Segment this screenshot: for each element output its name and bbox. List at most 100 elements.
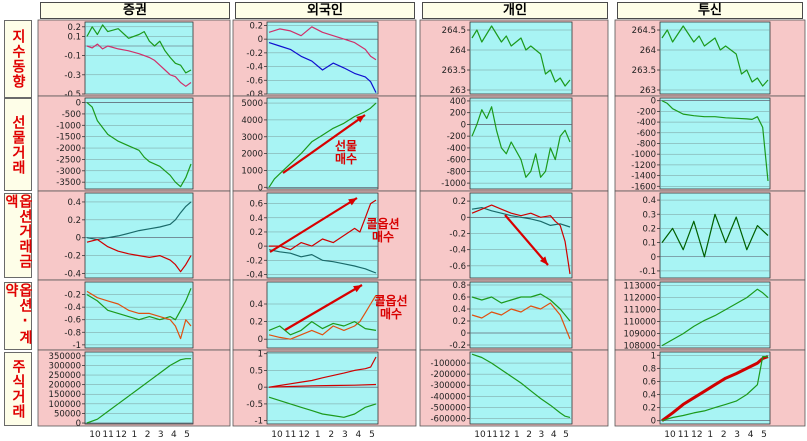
ytick-label: 0.4 bbox=[249, 214, 263, 224]
ytick-label: 0 bbox=[258, 383, 263, 393]
ytick-label: 264 bbox=[450, 46, 466, 56]
ytick-label: 150000 bbox=[49, 390, 81, 400]
series-line-blue bbox=[268, 42, 377, 93]
arrow-individual-option bbox=[504, 214, 549, 266]
ytick-label: 0.2 bbox=[249, 228, 263, 238]
series-line-green bbox=[86, 288, 192, 321]
series-line-green bbox=[268, 321, 377, 336]
ytick-label: -300000 bbox=[430, 381, 466, 391]
xtick-label: 12 bbox=[499, 430, 510, 440]
ytick-label: 350000 bbox=[49, 352, 81, 362]
ytick-label: -1000 bbox=[56, 121, 81, 131]
series-line-green bbox=[471, 106, 571, 178]
plot-area bbox=[84, 21, 194, 95]
ytick-label: 0.4 bbox=[642, 196, 656, 206]
xtick-label: 4 bbox=[356, 430, 362, 440]
panel-0-3: 264.5 264 263.5 263 bbox=[614, 19, 806, 97]
ytick-label: 0 bbox=[76, 419, 81, 429]
ytick-label: -0.5 bbox=[64, 90, 81, 100]
ytick-label: -0.5 bbox=[246, 400, 263, 410]
ytick-label: -2500 bbox=[56, 155, 81, 165]
ytick-label: 263 bbox=[640, 86, 656, 96]
plot-area bbox=[659, 192, 771, 279]
ytick-label: 0.4 bbox=[249, 300, 263, 310]
ytick-label: 111000 bbox=[624, 306, 656, 316]
plot-area bbox=[84, 281, 194, 349]
ytick-label: -1000 bbox=[631, 150, 656, 160]
ytick-label: -400 bbox=[447, 144, 466, 154]
plot-area bbox=[469, 192, 573, 279]
ytick-label: -800 bbox=[447, 167, 466, 177]
xtick-label: 3 bbox=[342, 430, 348, 440]
ytick-label: 264.5 bbox=[632, 26, 656, 36]
ytick-label: -1600 bbox=[631, 182, 656, 192]
ytick-label: 5000 bbox=[241, 99, 263, 109]
row-label-text: 주식거래 bbox=[10, 359, 26, 419]
ytick-label: -1 bbox=[73, 341, 81, 351]
ytick-label: 264 bbox=[640, 46, 656, 56]
ytick-label: 0.2 bbox=[452, 197, 466, 207]
xtick-label: 12 bbox=[298, 430, 309, 440]
ytick-label: -3500 bbox=[56, 178, 81, 188]
ytick-label: 0.4 bbox=[67, 198, 81, 208]
series-line-magenta bbox=[86, 43, 192, 87]
panel-4-0: 3500003000002500002000001500001000005000… bbox=[37, 349, 231, 440]
row-label-text: 옵션거래금액 bbox=[3, 194, 33, 269]
plot-area bbox=[84, 192, 194, 279]
ytick-label: 0.2 bbox=[249, 318, 263, 328]
series-line-green bbox=[471, 293, 571, 322]
ytick-label: 0.2 bbox=[452, 317, 466, 327]
ytick-label: 0 bbox=[76, 234, 81, 244]
panel-2-1: 0.6 0.4 0.2 0 -0.2 -0.4 bbox=[232, 190, 417, 280]
xtick-label: 5 bbox=[369, 430, 375, 440]
plot-area bbox=[659, 351, 771, 425]
row-label-4: 옵션·계약 bbox=[3, 282, 33, 350]
ytick-label: 0 bbox=[651, 417, 656, 427]
ytick-label: 50000 bbox=[54, 409, 81, 419]
ytick-label: -500 bbox=[62, 110, 81, 120]
series-line-orange bbox=[268, 294, 377, 340]
ytick-label: 0.1 bbox=[67, 32, 81, 42]
ytick-label: 0.6 bbox=[452, 293, 466, 303]
annotation-call-buy: 콜옵션 매수 bbox=[366, 216, 399, 244]
ytick-label: -0.8 bbox=[64, 328, 81, 338]
panel-0-1: 0.2 0 -0.2 -0.4 -0.6 -0.8 bbox=[232, 19, 417, 100]
plot-area bbox=[659, 21, 771, 95]
xtick-label: 1 bbox=[707, 430, 713, 440]
xtick-label: 12 bbox=[116, 430, 127, 440]
series-line-green bbox=[268, 396, 377, 418]
panel-1-0: 0-500-1000 -1500-2000-2500 -3000-3500 bbox=[37, 95, 231, 192]
ytick-label: 0.2 bbox=[67, 216, 81, 226]
ytick-label: 0.4 bbox=[642, 391, 656, 401]
ytick-label: -0.2 bbox=[64, 291, 81, 301]
ytick-label: -800 bbox=[637, 140, 656, 150]
ytick-label: -0.6 bbox=[64, 316, 81, 326]
ytick-label: -1 bbox=[255, 417, 263, 427]
ytick-label: 0 bbox=[651, 97, 656, 107]
xtick-label: 3 bbox=[158, 430, 164, 440]
row-label-2: 선물거래 bbox=[4, 98, 32, 191]
ytick-label: 0 bbox=[461, 329, 466, 339]
ytick-label: -200 bbox=[447, 132, 466, 142]
column-header-4: 투신 bbox=[617, 2, 803, 19]
xtick-label: 10 bbox=[89, 430, 101, 440]
ytick-label: -1000 bbox=[441, 179, 466, 189]
plot-area bbox=[266, 192, 379, 279]
plot-area bbox=[469, 21, 573, 95]
panel-4-1: 10.50-0.5-110 11 12 1 2 3 4 5 bbox=[232, 349, 417, 440]
xtick-label: 11 bbox=[487, 430, 498, 440]
panel-1-1: 5000 4000 3000 2000 1000 0 bbox=[232, 95, 417, 193]
ytick-label: -1500 bbox=[56, 133, 81, 143]
ytick-label: 0.2 bbox=[642, 404, 656, 414]
ytick-label: 3000 bbox=[241, 133, 263, 143]
ytick-label: -0.4 bbox=[64, 270, 81, 280]
plot-area bbox=[469, 281, 573, 349]
ytick-label: -600000 bbox=[430, 414, 466, 424]
xtick-label: 5 bbox=[563, 430, 569, 440]
annotation-futures-buy: 선물 매수 bbox=[335, 138, 357, 166]
ytick-label: 0 bbox=[461, 120, 466, 130]
ytick-label: -100000 bbox=[430, 359, 466, 369]
ytick-label: 200 bbox=[450, 109, 466, 119]
arrow-foreign-call-contract bbox=[284, 284, 363, 331]
